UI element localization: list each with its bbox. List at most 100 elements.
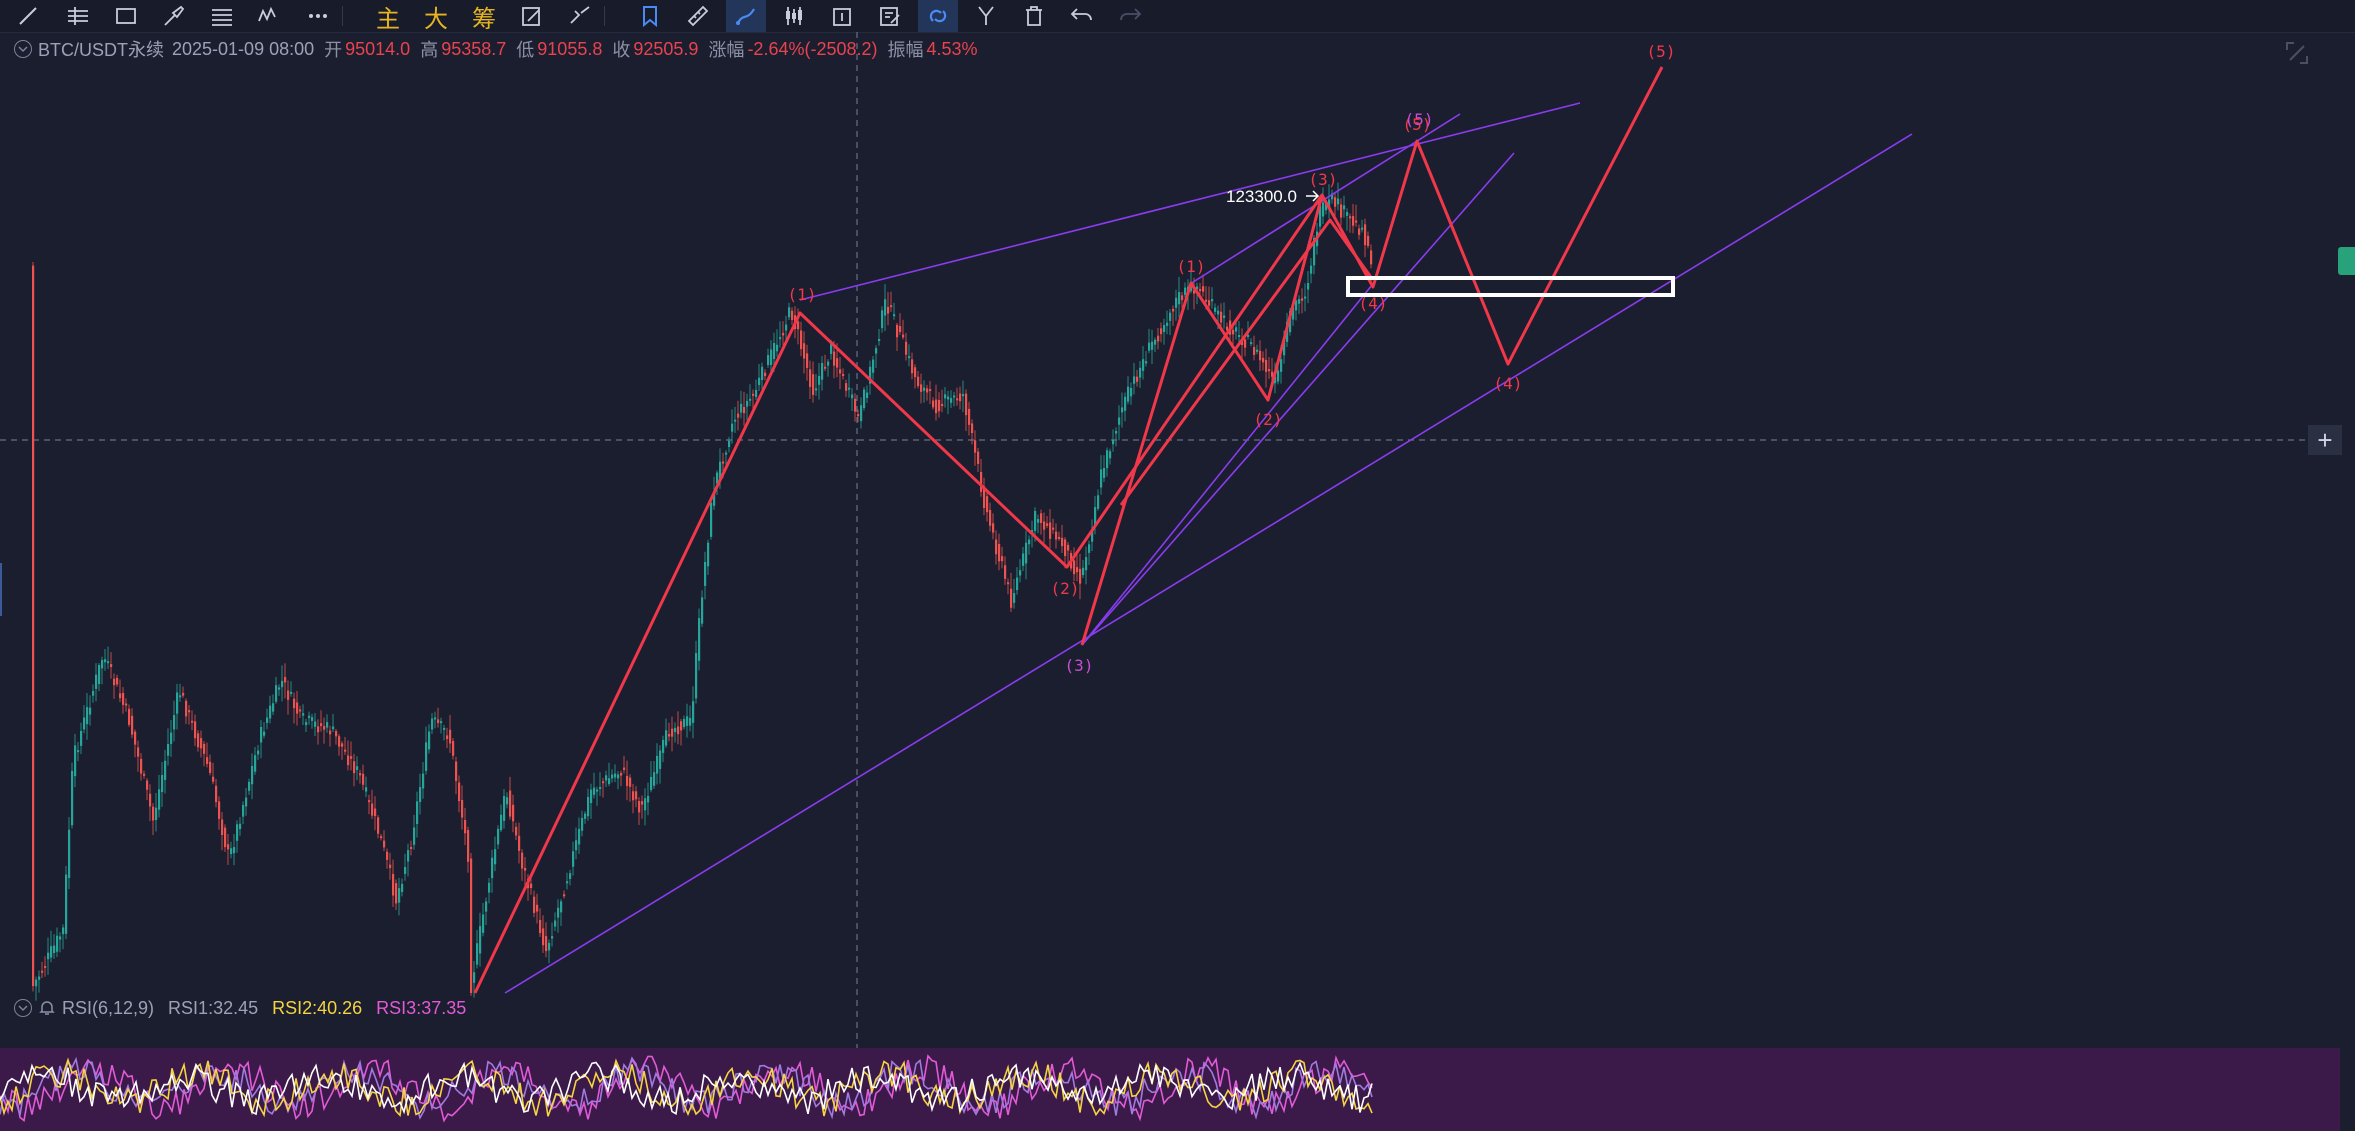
- main-chart-toggle[interactable]: 主: [368, 0, 408, 33]
- candle-body: [224, 827, 227, 848]
- alarm-icon[interactable]: [38, 999, 56, 1017]
- candle-body: [473, 972, 476, 983]
- menu-lines-icon[interactable]: [202, 0, 242, 32]
- candle-body: [128, 708, 131, 725]
- collapse-chevron-icon[interactable]: [14, 40, 32, 58]
- candle-body: [980, 472, 983, 492]
- note-icon[interactable]: [870, 0, 910, 32]
- redo-icon[interactable]: [1110, 0, 1150, 32]
- candle-body: [620, 773, 623, 776]
- candle-body: [284, 677, 287, 683]
- candle-body: [1112, 440, 1115, 445]
- candle-body: [1076, 567, 1079, 573]
- candle-body: [131, 715, 134, 735]
- candle-body: [86, 707, 89, 725]
- candles-icon[interactable]: [774, 0, 814, 32]
- candle-body: [704, 561, 707, 586]
- candle-body: [110, 664, 113, 668]
- big-order-toggle[interactable]: 大: [416, 0, 456, 33]
- candle-body: [941, 403, 944, 406]
- candle-body: [290, 691, 293, 694]
- candle-body: [581, 817, 584, 831]
- candle-body: [515, 826, 518, 836]
- candle-body: [602, 781, 605, 784]
- candle-body: [1340, 204, 1343, 218]
- candle-body: [209, 761, 212, 773]
- candle-body: [812, 374, 815, 395]
- candle-body: [1145, 361, 1148, 364]
- undo-icon[interactable]: [1062, 0, 1102, 32]
- candle-body: [1169, 312, 1172, 321]
- sub-wave-line-1: [1080, 194, 1324, 646]
- candle-body: [1277, 370, 1280, 382]
- candle-body: [566, 881, 569, 884]
- rsi-background-band: [0, 1048, 2340, 1131]
- candle-body: [953, 395, 956, 398]
- wave-tool-icon[interactable]: [250, 0, 290, 32]
- export-icon[interactable]: [822, 0, 862, 32]
- candle-body: [1124, 396, 1127, 411]
- candle-body: [878, 338, 881, 342]
- candle-body: [809, 369, 812, 387]
- candle-body: [902, 334, 905, 338]
- line-tool-icon[interactable]: [8, 0, 48, 32]
- trash-icon[interactable]: [1014, 0, 1054, 32]
- candle-body: [404, 866, 407, 874]
- candle-body: [503, 796, 506, 821]
- candle-body: [1268, 369, 1271, 372]
- horizontal-lines-icon[interactable]: [58, 0, 98, 32]
- candle-body: [1196, 286, 1199, 290]
- brush-tool-icon[interactable]: [154, 0, 194, 32]
- candle-body: [776, 344, 779, 352]
- candle-body: [599, 787, 602, 790]
- candle-body: [1061, 537, 1064, 547]
- candle-body: [530, 883, 533, 889]
- candle-body: [665, 730, 668, 746]
- channel-line: [504, 133, 1913, 994]
- candle-body: [887, 306, 890, 314]
- bookmark-icon[interactable]: [630, 0, 670, 32]
- rsi-name: RSI(6,12,9): [62, 997, 155, 1018]
- fullscreen-icon[interactable]: [2284, 40, 2310, 66]
- candle-body: [1274, 376, 1277, 384]
- candle-body: [392, 874, 395, 896]
- more-icon[interactable]: [298, 0, 338, 32]
- rsi-collapse-chevron-icon[interactable]: [14, 999, 32, 1017]
- candle-body: [449, 729, 452, 744]
- candle-body: [956, 398, 959, 401]
- candle-body: [1202, 286, 1205, 292]
- candle-body: [125, 703, 128, 706]
- chip-distribution-toggle[interactable]: 筹: [464, 0, 504, 33]
- candle-body: [440, 721, 443, 724]
- price-chart[interactable]: (1) (2) (3) (4) (5) (1) (2) (3) (5) (4) (5) 123300.…: [0, 32, 2355, 1131]
- candle-body: [251, 765, 254, 785]
- link-icon[interactable]: [918, 0, 958, 32]
- symbol-name[interactable]: BTC/USDT永续: [38, 40, 164, 60]
- candle-body: [506, 797, 509, 805]
- candle-body: [305, 722, 308, 726]
- rsi3-value: RSI3:37.35: [376, 997, 467, 1018]
- candle-body: [1283, 339, 1286, 356]
- candle-body: [119, 693, 122, 699]
- ruler-icon[interactable]: [678, 0, 718, 32]
- rectangle-tool-icon[interactable]: [106, 0, 146, 32]
- settings-drawing-icon[interactable]: [560, 0, 600, 32]
- candle-body: [485, 901, 488, 912]
- crosshair-add-icon[interactable]: +: [2308, 425, 2342, 455]
- candle-body: [1361, 227, 1364, 230]
- candle-body: [752, 393, 755, 396]
- candle-body: [734, 419, 737, 422]
- chip-distribution-toggle-label: 筹: [472, 4, 496, 33]
- candle-body: [605, 775, 608, 781]
- candle-body: [548, 942, 551, 951]
- fork-icon[interactable]: [966, 0, 1006, 32]
- candle-body: [437, 719, 440, 724]
- magnet-icon[interactable]: [726, 0, 766, 32]
- candle-body: [1301, 298, 1304, 301]
- candle-body: [53, 945, 56, 954]
- candle-body: [716, 472, 719, 484]
- edit-drawing-icon[interactable]: [512, 0, 552, 32]
- candle-body: [749, 398, 752, 401]
- candle-body: [347, 755, 350, 766]
- candle-body: [350, 756, 353, 759]
